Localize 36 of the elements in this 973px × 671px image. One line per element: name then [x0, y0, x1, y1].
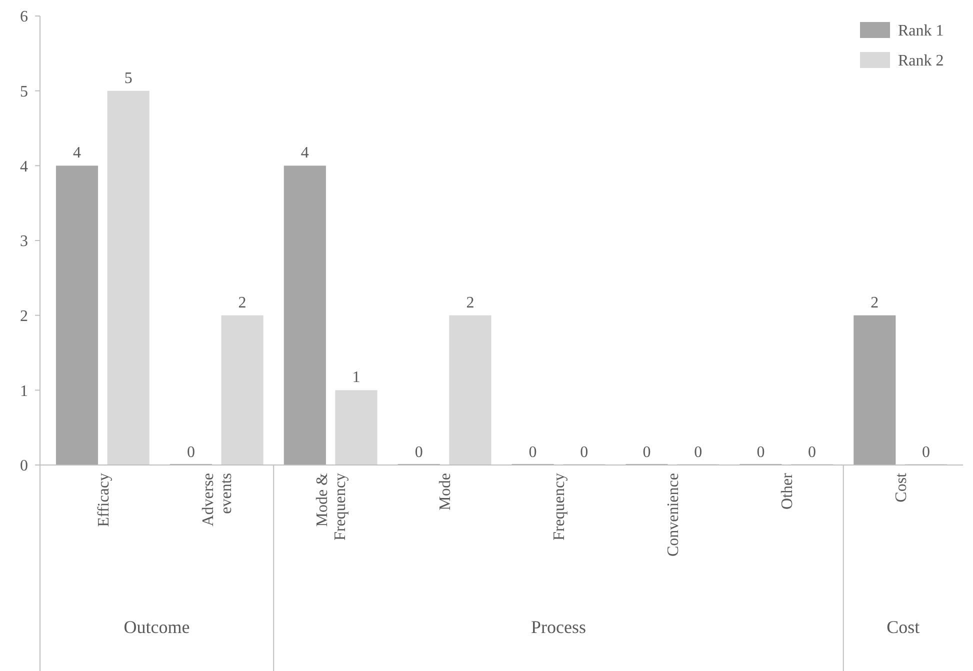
- data-label: 1: [352, 369, 360, 386]
- data-label: 0: [642, 444, 651, 461]
- text: Process: [530, 617, 586, 637]
- y-tick-label: 0: [20, 458, 28, 475]
- x-tick-label: Other: [778, 472, 796, 510]
- data-label: 2: [466, 294, 474, 312]
- y-tick-label: 2: [20, 308, 28, 325]
- x-tick-label: Adverse events: [200, 473, 236, 526]
- data-label: 0: [922, 444, 930, 461]
- y-tick-label: 3: [20, 233, 28, 250]
- text: Cost: [886, 617, 920, 637]
- text: Outcome: [124, 617, 190, 637]
- data-label: 0: [580, 444, 588, 461]
- data-label: 4: [73, 144, 82, 162]
- x-tick-label: Cost: [892, 472, 910, 502]
- y-tick-label: 4: [20, 158, 28, 176]
- x-tick-label: Mode: [437, 473, 454, 510]
- data-label: 4: [300, 144, 309, 162]
- data-label: 0: [414, 444, 423, 461]
- y-tick-label: 1: [20, 382, 28, 400]
- y-tick-label: 5: [20, 83, 28, 100]
- x-tick-label: Frequency: [551, 473, 568, 541]
- y-tick-label: 6: [20, 8, 28, 26]
- data-label: 0: [808, 444, 816, 461]
- x-tick-label: Mode & Frequency: [314, 472, 350, 541]
- data-label: 2: [238, 294, 246, 312]
- data-label: 0: [528, 444, 537, 461]
- data-label: 0: [756, 444, 765, 461]
- data-label: 5: [124, 70, 132, 87]
- data-label: 2: [870, 294, 879, 312]
- data-label: 0: [694, 444, 702, 461]
- legend-label: Rank 2: [898, 52, 944, 70]
- legend-label: Rank 1: [898, 22, 944, 40]
- data-label: 0: [186, 444, 195, 461]
- x-tick-label: Convenience: [665, 473, 682, 557]
- x-tick-label: Efficacy: [95, 473, 112, 527]
